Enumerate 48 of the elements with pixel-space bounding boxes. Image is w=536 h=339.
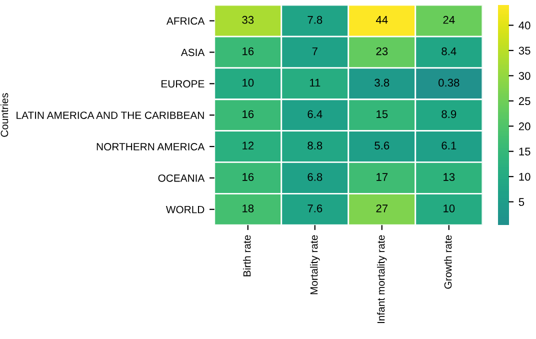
data-label: 7.6 [308, 204, 322, 212]
data-label: 44 [376, 16, 388, 24]
y-tick-label: EUROPE [162, 80, 204, 88]
y-tick-label: AFRICA [166, 17, 205, 25]
data-label: 7.8 [308, 16, 322, 24]
x-tick-label: Mortality rate [310, 235, 320, 294]
data-label: 8.4 [442, 47, 456, 56]
color-bar-label: 35 [518, 46, 530, 55]
color-bar-label: 5 [518, 198, 524, 206]
data-label: 6.1 [442, 142, 456, 150]
y-tick-label: OCEANIA [158, 174, 205, 182]
x-tick-label: Growth rate [444, 235, 452, 289]
data-label: 13 [444, 173, 455, 181]
data-label: 16 [242, 47, 254, 56]
data-label: 8.9 [442, 110, 456, 118]
data-label: 17 [376, 173, 388, 181]
data-label: 3.8 [374, 78, 390, 87]
data-label: 23 [376, 47, 388, 56]
data-label: 27 [376, 204, 388, 212]
color-bar-label: 20 [518, 122, 530, 130]
data-label: 7 [312, 47, 318, 56]
x-tick-label: Infant mortality rate [377, 235, 387, 324]
data-label: 16 [242, 173, 254, 181]
data-label: 6.4 [308, 110, 322, 118]
data-label: 6.8 [308, 173, 322, 181]
data-label: 24 [443, 16, 455, 24]
y-tick-label: NORTHERN AMERICA [96, 143, 205, 150]
data-label: 12 [242, 142, 254, 150]
color-bar-label: 10 [519, 172, 530, 181]
data-label: 5.6 [374, 142, 390, 150]
y-tick-label: LATIN AMERICA AND THE CARIBBEAN [16, 112, 204, 119]
x-tick-label: Birth rate [243, 235, 251, 276]
data-label: 15 [376, 110, 388, 118]
data-label: 33 [242, 16, 254, 24]
data-label: 8.8 [308, 142, 322, 150]
color-bar-label: 30 [518, 72, 530, 80]
data-label: 0.38 [438, 78, 460, 87]
data-label: 11 [310, 78, 320, 87]
color-bar-label: 15 [519, 148, 530, 156]
data-label: 10 [242, 78, 254, 87]
y-axis-title: Countries [0, 93, 8, 137]
y-tick-label: WORLD [166, 206, 204, 214]
color-bar-label: 25 [518, 97, 530, 106]
y-tick-label: ASIA [180, 48, 205, 56]
data-label: 18 [242, 204, 254, 212]
data-label: 16 [242, 110, 254, 118]
data-label: 10 [444, 204, 455, 212]
color-bar-label: 40 [518, 22, 530, 30]
